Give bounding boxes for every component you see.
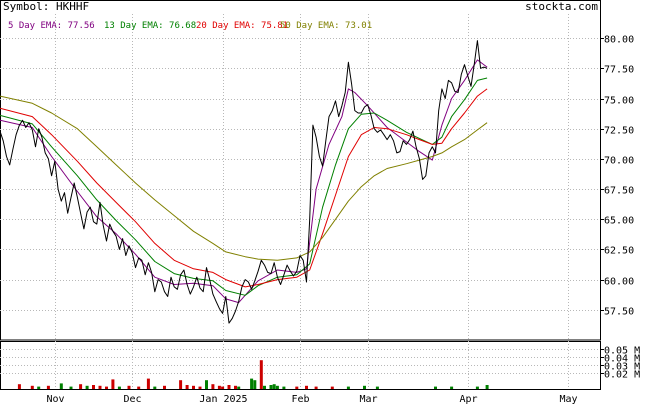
month-label: Feb — [291, 394, 309, 405]
volume-bar — [263, 385, 266, 389]
volume-bar — [153, 386, 157, 389]
chart-legend: 5 Day EMA: 77.56 13 Day EMA: 76.68 20 Day … — [8, 21, 372, 31]
volume-bar — [237, 386, 241, 389]
volume-bar — [272, 384, 276, 389]
volume-bar — [85, 385, 89, 389]
volume-bar — [253, 380, 257, 389]
volume-bar — [250, 378, 254, 389]
price-tick-label: 80.00 — [604, 35, 634, 46]
volume-bar — [79, 384, 83, 389]
volume-bar — [295, 386, 299, 389]
volume-tick-label: 0.03 M — [604, 362, 640, 373]
volume-bar — [46, 385, 50, 389]
volume-bar — [363, 385, 366, 389]
volume-bar — [211, 384, 215, 389]
price-tick-label: 65.00 — [604, 216, 634, 227]
month-label: Nov — [46, 394, 64, 405]
series-50-day-ema — [0, 95, 488, 261]
price-tick-label: 67.50 — [604, 186, 634, 197]
price-panel-frame — [0, 0, 601, 341]
volume-bar — [314, 386, 318, 389]
month-label: Dec — [123, 394, 141, 405]
price-tick-label: 77.50 — [604, 65, 634, 76]
axis-ticks: 80.00 77.50 75.00 72.50 70.00 67.50 65.00 62.50… — [46, 35, 640, 406]
volume-bar — [192, 385, 195, 389]
legend-entry: 20 Day EMA: 75.81 — [196, 21, 288, 31]
volume-bar — [434, 386, 437, 389]
volume-bar — [259, 360, 263, 389]
price-lines — [0, 40, 488, 324]
volume-bar — [375, 386, 379, 389]
symbol-label: Symbol: HKHHF — [3, 0, 89, 13]
price-tick-label: 57.50 — [604, 307, 634, 318]
volume-bar — [137, 386, 141, 389]
volume-bar — [69, 386, 73, 389]
volume-bar — [205, 380, 208, 389]
volume-bar — [92, 385, 95, 389]
volume-bar — [17, 384, 21, 389]
volume-bar — [269, 385, 273, 389]
brand-label: stockta.com — [525, 0, 598, 13]
volume-bar — [227, 385, 231, 389]
volume-bar — [105, 386, 108, 389]
price-tick-label: 62.50 — [604, 246, 634, 257]
series-5-day-ema — [0, 59, 488, 304]
volume-tick-label: 0.05 M — [604, 346, 640, 357]
volume-bar — [305, 385, 308, 389]
price-tick-label: 70.00 — [604, 156, 634, 167]
volume-bar — [346, 386, 350, 389]
volume-bar — [98, 385, 102, 389]
price-tick-label: 60.00 — [604, 277, 634, 288]
series-20-day-ema — [0, 88, 488, 288]
series-price — [0, 40, 488, 324]
volume-bar — [475, 386, 479, 389]
chart-grid — [0, 14, 600, 389]
legend-entry: 5 Day EMA: 77.56 — [8, 21, 95, 31]
volume-bar — [179, 380, 183, 389]
volume-bar — [485, 385, 489, 389]
volume-bar — [450, 386, 454, 389]
volume-bar — [217, 385, 221, 389]
volume-bars — [17, 360, 489, 389]
legend-entry: 50 Day EMA: 73.01 — [280, 21, 372, 31]
month-label: Jan 2025 — [199, 394, 247, 405]
volume-bar — [163, 385, 166, 389]
month-label: Mar — [359, 394, 377, 405]
volume-bar — [221, 386, 225, 389]
legend-entry: 13 Day EMA: 76.68 — [104, 21, 196, 31]
volume-tick-label: 0.04 M — [604, 354, 640, 365]
volume-tick-label: 0.02 M — [604, 370, 640, 381]
volume-bar — [198, 386, 202, 389]
volume-bar — [282, 386, 286, 389]
volume-bar — [37, 386, 41, 389]
volume-bar — [234, 385, 237, 389]
volume-bar — [330, 386, 334, 389]
volume-bar — [127, 385, 131, 389]
volume-bar — [59, 383, 63, 389]
month-label: May — [559, 394, 577, 405]
price-tick-label: 75.00 — [604, 96, 634, 107]
volume-bar — [146, 378, 150, 389]
chart-header: Symbol: HKHHF stockta.com — [3, 0, 598, 13]
volume-bar — [185, 385, 189, 389]
volume-bar — [111, 379, 115, 389]
price-tick-label: 72.50 — [604, 126, 634, 137]
volume-bar — [30, 385, 34, 389]
month-label: Apr — [459, 394, 477, 405]
volume-bar — [117, 386, 121, 389]
volume-bar — [275, 385, 279, 389]
